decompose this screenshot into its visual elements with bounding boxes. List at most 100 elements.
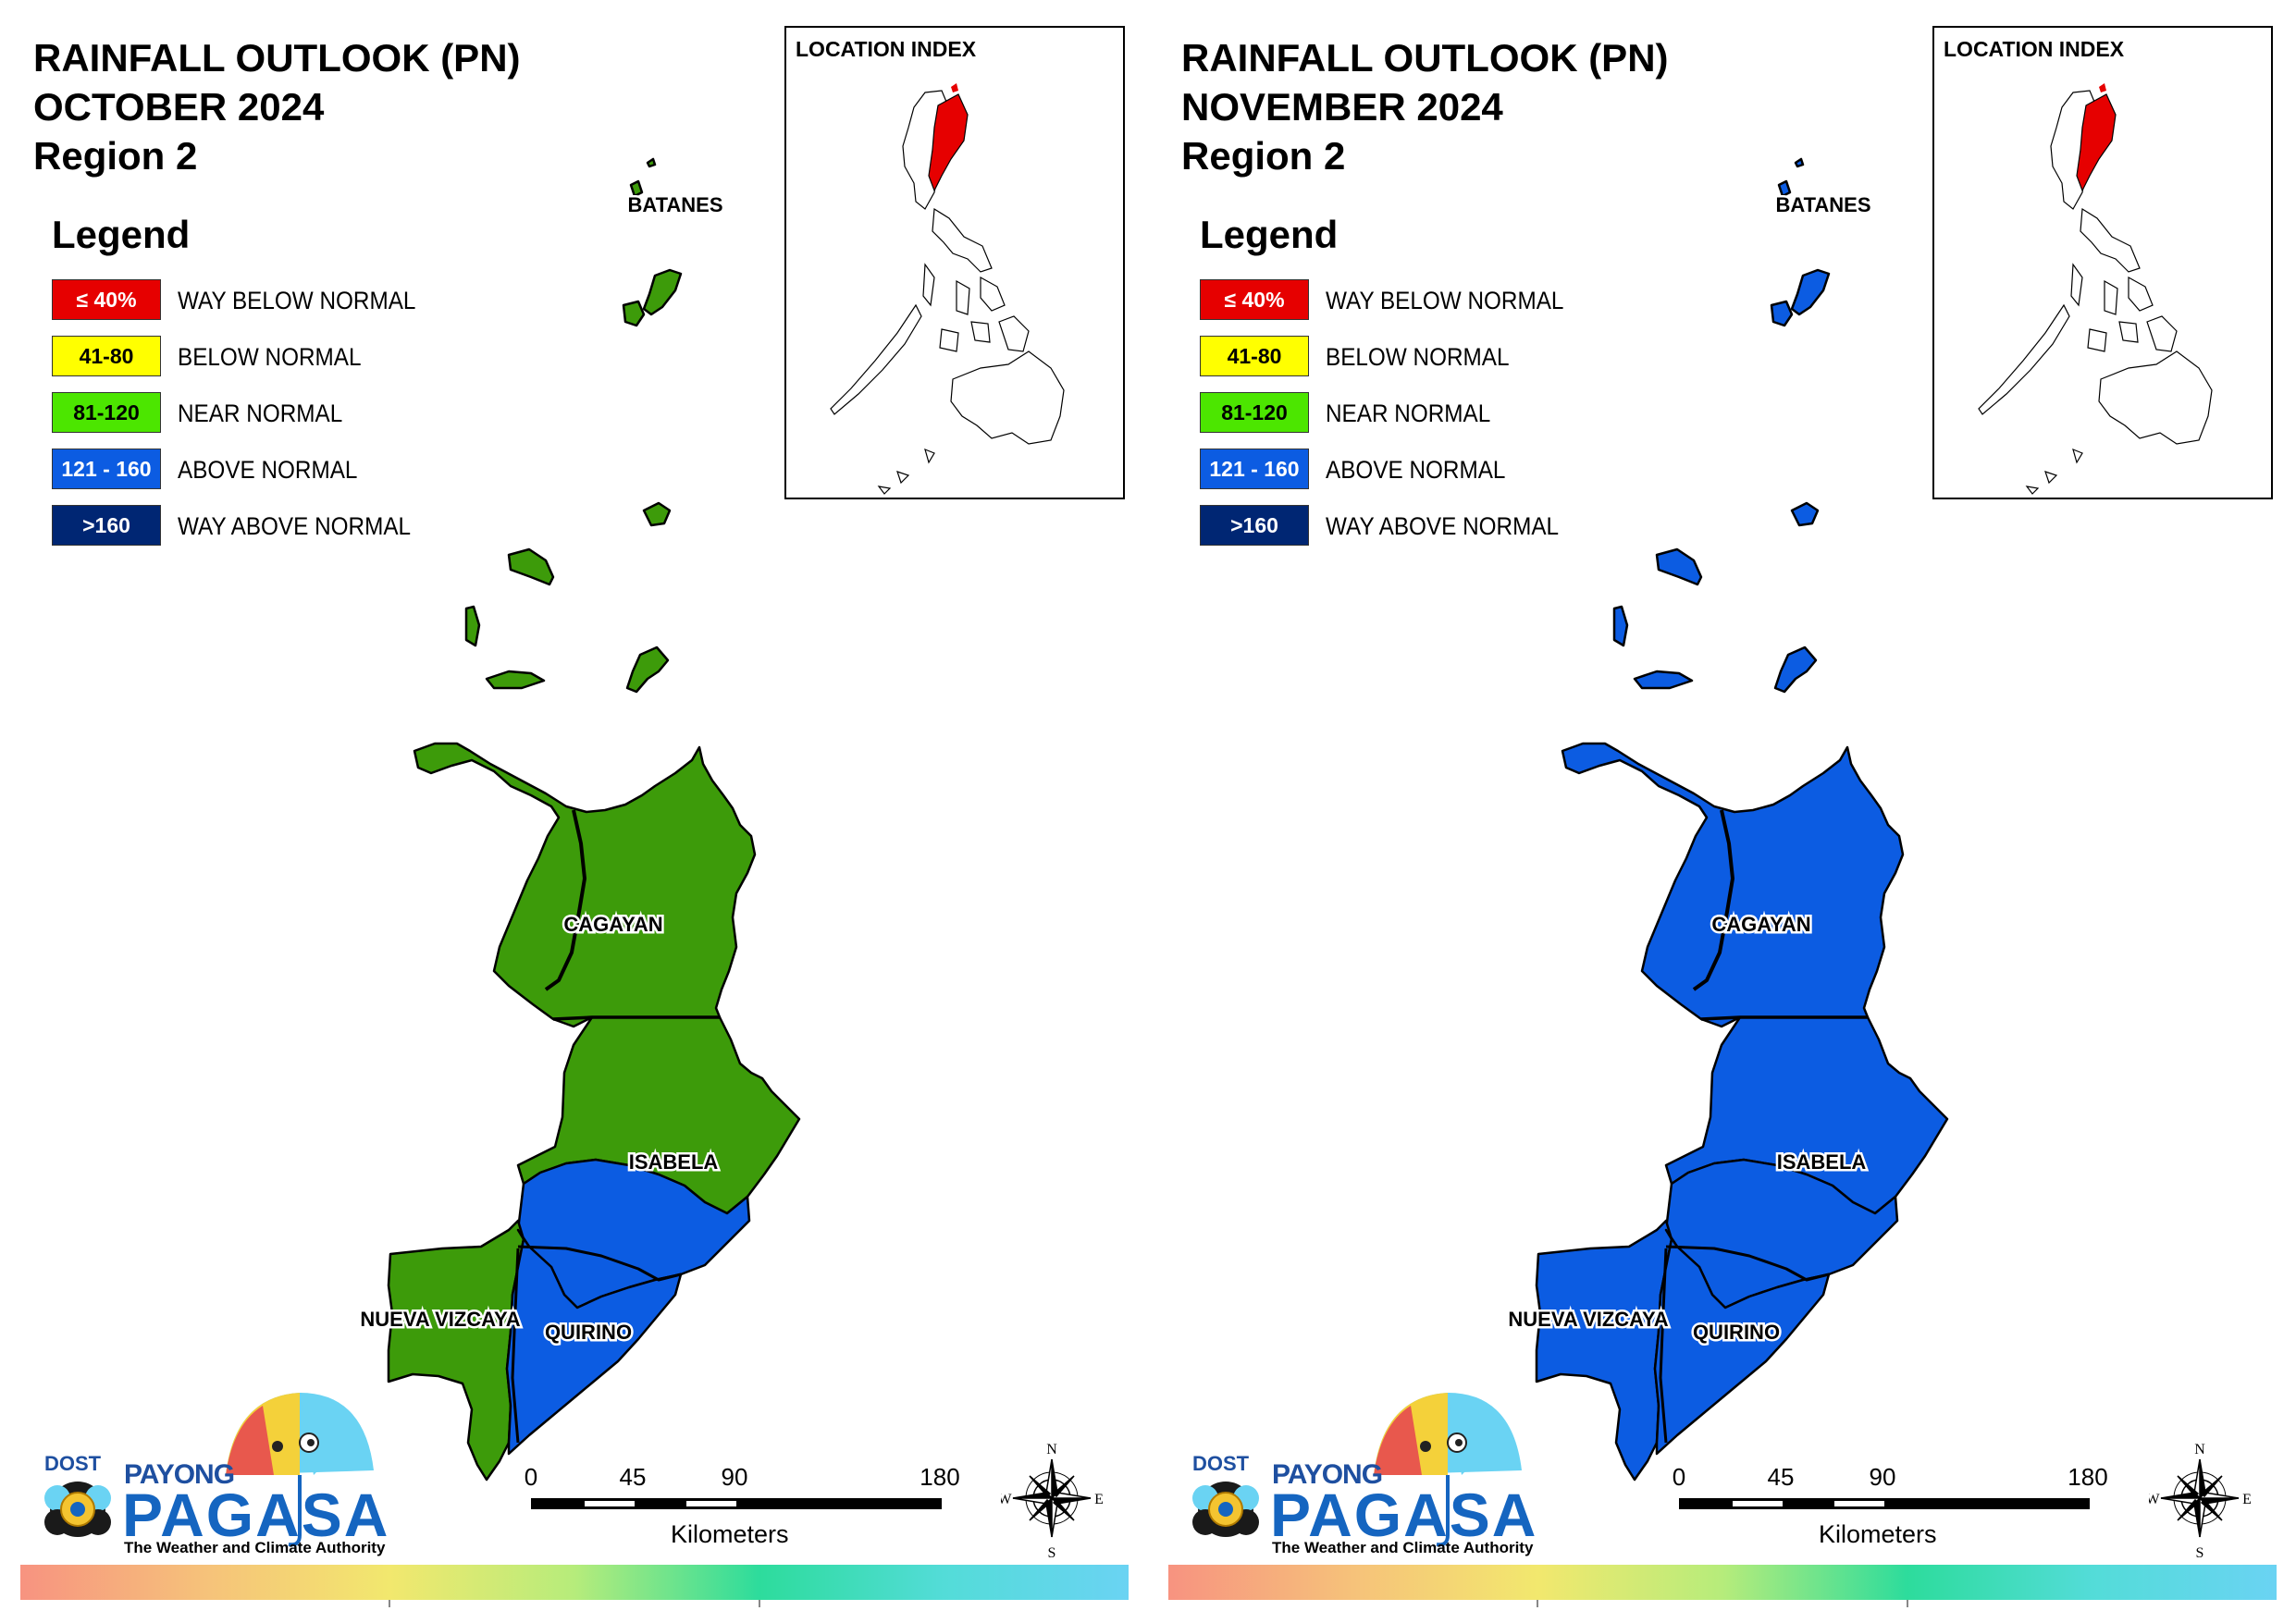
compass-rose-icon: N S E W bbox=[1001, 1442, 1103, 1561]
legend-label: BELOW NORMAL bbox=[1326, 343, 1510, 371]
region-2-island bbox=[951, 98, 957, 105]
quirino-nv-boundary bbox=[1659, 1248, 1668, 1444]
legend-label: NEAR NORMAL bbox=[178, 400, 343, 427]
batanes-island bbox=[1777, 179, 1792, 198]
babuyan-island bbox=[1773, 646, 1818, 694]
region-2-map: BATANES CAGAYAN ISABELA NUEVA VIZCAYA QU… bbox=[1506, 157, 1949, 1482]
dost-text: DOST bbox=[1192, 1452, 1250, 1475]
quirino-province bbox=[1653, 1228, 1831, 1456]
compass-n: N bbox=[1046, 1442, 1057, 1457]
scale-unit: Kilometers bbox=[671, 1520, 789, 1548]
legend-label: BELOW NORMAL bbox=[178, 343, 362, 371]
pagasa-text: PAGASA bbox=[1270, 1481, 1538, 1549]
footer-tick bbox=[1907, 1600, 1908, 1607]
cagayan-isabela-boundary bbox=[1700, 1015, 1868, 1021]
place-label-isabela: ISABELA bbox=[629, 1150, 719, 1174]
nueva-vizcaya-province bbox=[387, 1219, 525, 1482]
panel-october: RAINFALL OUTLOOK (PN) OCTOBER 2024 Regio… bbox=[20, 26, 1129, 1607]
scale-tick-label: 45 bbox=[1767, 1463, 1795, 1491]
region-2-island bbox=[2099, 83, 2106, 92]
legend-swatch: 81-120 bbox=[1200, 392, 1309, 433]
title-line-1: RAINFALL OUTLOOK (PN) bbox=[33, 36, 521, 80]
philippines-index-map bbox=[830, 83, 1065, 495]
isabela-quirino-boundary bbox=[1665, 1245, 1830, 1282]
legend-label: WAY BELOW NORMAL bbox=[178, 287, 416, 314]
scale-tick-label: 0 bbox=[524, 1463, 538, 1491]
babuyan-island bbox=[625, 646, 670, 694]
babuyan-island bbox=[485, 670, 546, 690]
legend-swatch: >160 bbox=[1200, 505, 1309, 546]
legend-swatch: 81-120 bbox=[52, 392, 161, 433]
scale-tick-label: 45 bbox=[619, 1463, 647, 1491]
map-title: RAINFALL OUTLOOK (PN) OCTOBER 2024 Regio… bbox=[33, 33, 521, 180]
legend-label: NEAR NORMAL bbox=[1326, 400, 1491, 427]
nueva-vizcaya-province bbox=[1535, 1219, 1673, 1482]
location-index-box: LOCATION INDEX bbox=[784, 26, 1125, 499]
region-2-island bbox=[951, 83, 958, 92]
compass-e: E bbox=[1094, 1492, 1103, 1507]
location-index-label: LOCATION INDEX bbox=[796, 37, 977, 61]
quirino-nv-boundary bbox=[511, 1248, 520, 1444]
legend-swatch: 41-80 bbox=[1200, 336, 1309, 376]
place-label-quirino: QUIRINO bbox=[1693, 1321, 1780, 1344]
title-line-1: RAINFALL OUTLOOK (PN) bbox=[1181, 36, 1669, 80]
legend-swatch: ≤ 40% bbox=[52, 279, 161, 320]
map-title: RAINFALL OUTLOOK (PN) NOVEMBER 2024 Regi… bbox=[1181, 33, 1669, 180]
tagline-text: The Weather and Climate Authority bbox=[1272, 1539, 1534, 1556]
location-index-box: LOCATION INDEX bbox=[1932, 26, 2273, 499]
panel-november: RAINFALL OUTLOOK (PN) NOVEMBER 2024 Regi… bbox=[1148, 0, 2296, 1623]
babuyan-island bbox=[1612, 605, 1629, 647]
legend-title: Legend bbox=[1200, 213, 1339, 256]
place-label-batanes: BATANES bbox=[1775, 193, 1870, 216]
scale-tick-label: 180 bbox=[920, 1463, 960, 1491]
compass-n: N bbox=[2194, 1442, 2205, 1457]
region-2-highlight bbox=[2076, 93, 2117, 192]
legend-swatch: 121 - 160 bbox=[52, 449, 161, 489]
place-label-nueva-vizcaya: NUEVA VIZCAYA bbox=[1508, 1308, 1668, 1331]
footer-tick bbox=[1537, 1600, 1538, 1607]
scale-tick-label: 180 bbox=[2068, 1463, 2108, 1491]
scale-bar bbox=[531, 1498, 942, 1509]
title-line-2: OCTOBER 2024 bbox=[33, 85, 325, 129]
philippines-index-map bbox=[1978, 83, 2213, 495]
babuyan-island bbox=[642, 501, 672, 527]
batanes-island bbox=[622, 300, 646, 327]
cagayan-apayao-boundary bbox=[544, 809, 586, 991]
footer-tick bbox=[389, 1600, 390, 1607]
batanes-island bbox=[646, 157, 657, 168]
legend-swatch: 41-80 bbox=[52, 336, 161, 376]
title-line-3: Region 2 bbox=[33, 134, 198, 178]
pagasa-text: PAGASA bbox=[122, 1481, 390, 1549]
compass-e: E bbox=[2242, 1492, 2251, 1507]
payong-text: PAYONG bbox=[1272, 1459, 1383, 1490]
footer-gradient-bar bbox=[20, 1565, 1129, 1600]
legend-label: WAY ABOVE NORMAL bbox=[178, 512, 412, 540]
scale-tick-label: 0 bbox=[1672, 1463, 1686, 1491]
scale-bar bbox=[1679, 1498, 2090, 1509]
compass-s: S bbox=[2196, 1545, 2204, 1561]
babuyan-island bbox=[1655, 547, 1703, 586]
title-line-3: Region 2 bbox=[1181, 134, 1346, 178]
legend-swatch: >160 bbox=[52, 505, 161, 546]
footer-gradient-bar bbox=[1168, 1565, 2277, 1600]
babuyan-island bbox=[464, 605, 481, 647]
batanes-island bbox=[1770, 300, 1794, 327]
compass-w: W bbox=[2149, 1492, 2160, 1507]
scale-tick-label: 90 bbox=[1869, 1463, 1896, 1491]
legend-label: WAY ABOVE NORMAL bbox=[1326, 512, 1560, 540]
legend-label: WAY BELOW NORMAL bbox=[1326, 287, 1564, 314]
umbrella-icon bbox=[44, 1393, 374, 1547]
compass-rose-icon: N S E W bbox=[2149, 1442, 2251, 1561]
legend-swatch: 121 - 160 bbox=[1200, 449, 1309, 489]
cagayan-apayao-boundary bbox=[1692, 809, 1734, 991]
place-label-batanes: BATANES bbox=[627, 193, 722, 216]
scale-unit: Kilometers bbox=[1819, 1520, 1937, 1548]
scale-tick-label: 90 bbox=[721, 1463, 748, 1491]
pagasa-logo: DOST PAYONG PAGASA The Weather and Clima… bbox=[31, 1387, 401, 1563]
region-2-map: BATANES CAGAYAN ISABELA NUEVA VIZCAYA QU… bbox=[360, 157, 801, 1482]
tagline-text: The Weather and Climate Authority bbox=[124, 1539, 386, 1556]
legend-swatch: ≤ 40% bbox=[1200, 279, 1309, 320]
batanes-island bbox=[1790, 268, 1831, 316]
compass-w: W bbox=[1001, 1492, 1012, 1507]
babuyan-island bbox=[507, 547, 555, 586]
